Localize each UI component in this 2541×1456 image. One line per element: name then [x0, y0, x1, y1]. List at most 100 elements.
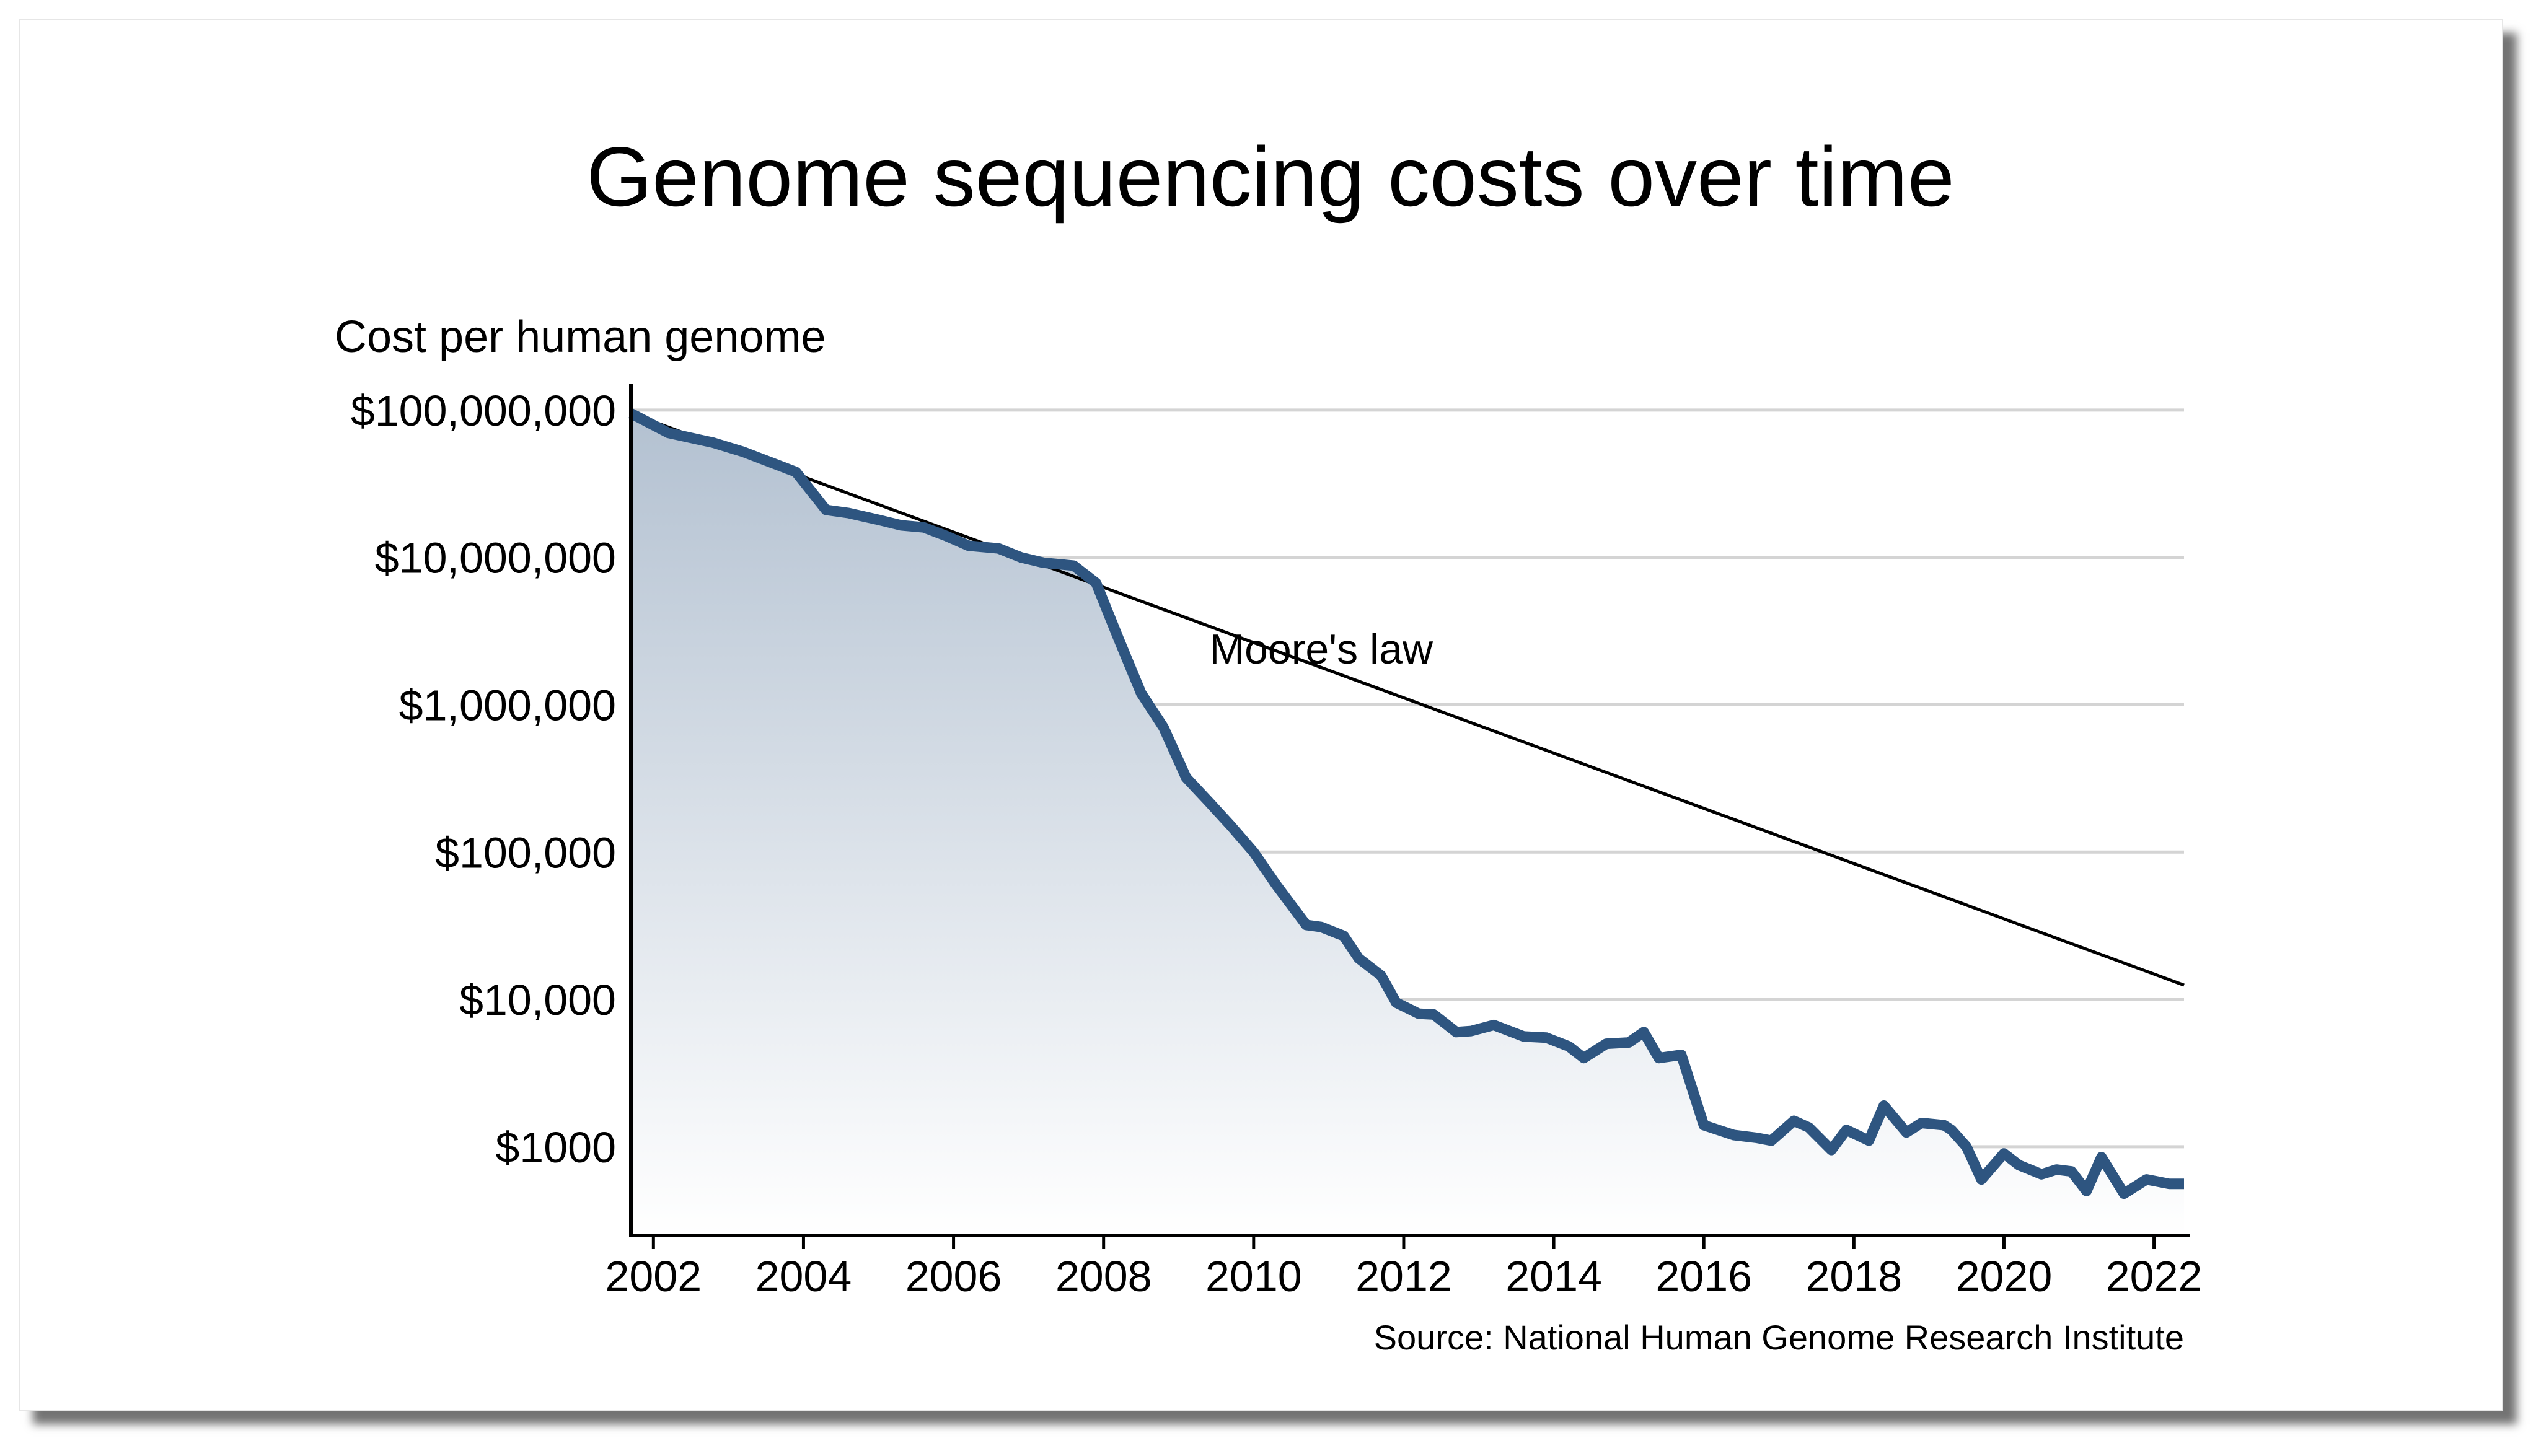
x-tick-label: 2002	[605, 1252, 702, 1300]
moores-law-line	[630, 411, 2185, 987]
data-point	[1920, 1122, 1922, 1125]
data-point	[1395, 1001, 1398, 1004]
data-point	[997, 547, 1000, 550]
x-tick-label: 2012	[1355, 1252, 1452, 1300]
y-tick-label: $100,000	[435, 828, 616, 877]
data-point	[1545, 1037, 1548, 1039]
data-point	[1755, 1136, 1758, 1139]
data-point	[1320, 926, 1323, 928]
data-point	[1808, 1126, 1810, 1129]
y-tick-label: $1000	[495, 1123, 616, 1172]
data-point	[847, 512, 850, 514]
data-point	[1455, 1031, 1458, 1033]
data-point	[2002, 1152, 2005, 1155]
data-point	[2168, 1183, 2170, 1185]
moores-law-group	[630, 411, 2185, 987]
x-tick-label: 2008	[1055, 1252, 1152, 1300]
data-point	[1305, 924, 1308, 926]
data-point	[2018, 1164, 2020, 1167]
data-point	[2040, 1173, 2043, 1175]
x-tick-label: 2010	[1205, 1252, 1302, 1300]
data-point	[1020, 556, 1023, 559]
data-point	[712, 442, 715, 444]
x-tick-labels: 2002 2004 2006 2008 2010 2012 2014 2016 2018 2020…	[605, 1252, 2202, 1300]
axes	[629, 384, 2190, 1249]
data-point	[2183, 1183, 2185, 1185]
data-point	[1523, 1035, 1525, 1038]
cost-area-fill	[631, 413, 2184, 1236]
moores-law-label: Moore's law	[1209, 626, 1433, 673]
data-point	[825, 509, 827, 511]
data-point	[1883, 1105, 1885, 1107]
data-point	[2123, 1193, 2125, 1195]
data-point	[1950, 1129, 1953, 1131]
data-point	[1095, 582, 1098, 584]
data-point	[1380, 975, 1383, 977]
data-point	[2146, 1178, 2148, 1181]
data-point	[1117, 638, 1120, 640]
source-note: Source: National Human Genome Research I…	[1374, 1318, 2184, 1357]
x-tick-label: 2020	[1956, 1252, 2053, 1300]
data-point	[2100, 1156, 2103, 1159]
data-point	[1492, 1024, 1495, 1026]
data-point	[1770, 1139, 1773, 1142]
data-point	[900, 524, 902, 527]
data-point	[1275, 884, 1277, 886]
data-point	[1140, 692, 1142, 695]
data-point	[1417, 1012, 1420, 1015]
cost-line-group	[628, 408, 2184, 1199]
cost-line	[628, 408, 2184, 1199]
data-point	[1658, 1057, 1660, 1059]
data-point	[1432, 1013, 1435, 1015]
data-point	[1163, 726, 1165, 729]
data-point	[1830, 1149, 1833, 1151]
data-point	[1583, 1057, 1585, 1059]
data-point	[1680, 1054, 1683, 1056]
data-point	[922, 526, 925, 528]
data-point	[1905, 1131, 1908, 1134]
data-point	[1980, 1178, 1983, 1181]
data-point	[795, 471, 797, 473]
data-point	[1230, 825, 1233, 827]
data-point	[1642, 1031, 1645, 1033]
data-point	[1357, 957, 1360, 960]
x-tick-label: 2022	[2106, 1252, 2203, 1300]
data-point	[1207, 800, 1210, 803]
x-tick-label: 2016	[1655, 1252, 1752, 1300]
data-point	[742, 450, 745, 453]
y-tick-label: $10,000,000	[375, 534, 616, 582]
data-point	[667, 432, 670, 434]
data-point	[2070, 1170, 2072, 1173]
data-point	[1605, 1043, 1608, 1045]
data-point	[1470, 1030, 1473, 1032]
data-point	[1845, 1129, 1847, 1131]
x-tick-label: 2004	[755, 1252, 852, 1300]
data-point	[2055, 1169, 2058, 1171]
x-tick-label: 2006	[905, 1252, 1002, 1300]
y-tick-label: $1,000,000	[399, 681, 616, 729]
data-point	[1072, 564, 1075, 567]
x-tick-label: 2014	[1505, 1252, 1602, 1300]
data-point	[1965, 1146, 1968, 1148]
data-point	[1042, 561, 1045, 564]
data-point	[1793, 1120, 1795, 1122]
chart-title: Genome sequencing costs over time	[586, 129, 1954, 224]
area-fill-group	[631, 413, 2184, 1236]
y-tick-label: $100,000,000	[351, 387, 616, 435]
y-tick-labels: $100,000,000 $10,000,000 $1,000,000 $100,00…	[351, 387, 616, 1172]
data-point	[1253, 851, 1255, 853]
data-point	[945, 535, 948, 537]
data-point	[1943, 1124, 1945, 1126]
data-point	[967, 545, 970, 547]
data-point	[1567, 1045, 1570, 1048]
data-point	[878, 519, 880, 521]
data-point	[1627, 1042, 1630, 1044]
data-point	[1702, 1124, 1705, 1126]
data-point	[1342, 935, 1345, 937]
data-point	[2085, 1190, 2088, 1192]
y-tick-label: $10,000	[459, 976, 616, 1024]
data-point	[1868, 1139, 1870, 1142]
y-axis-label: Cost per human genome	[335, 312, 826, 362]
data-point	[1185, 776, 1187, 779]
